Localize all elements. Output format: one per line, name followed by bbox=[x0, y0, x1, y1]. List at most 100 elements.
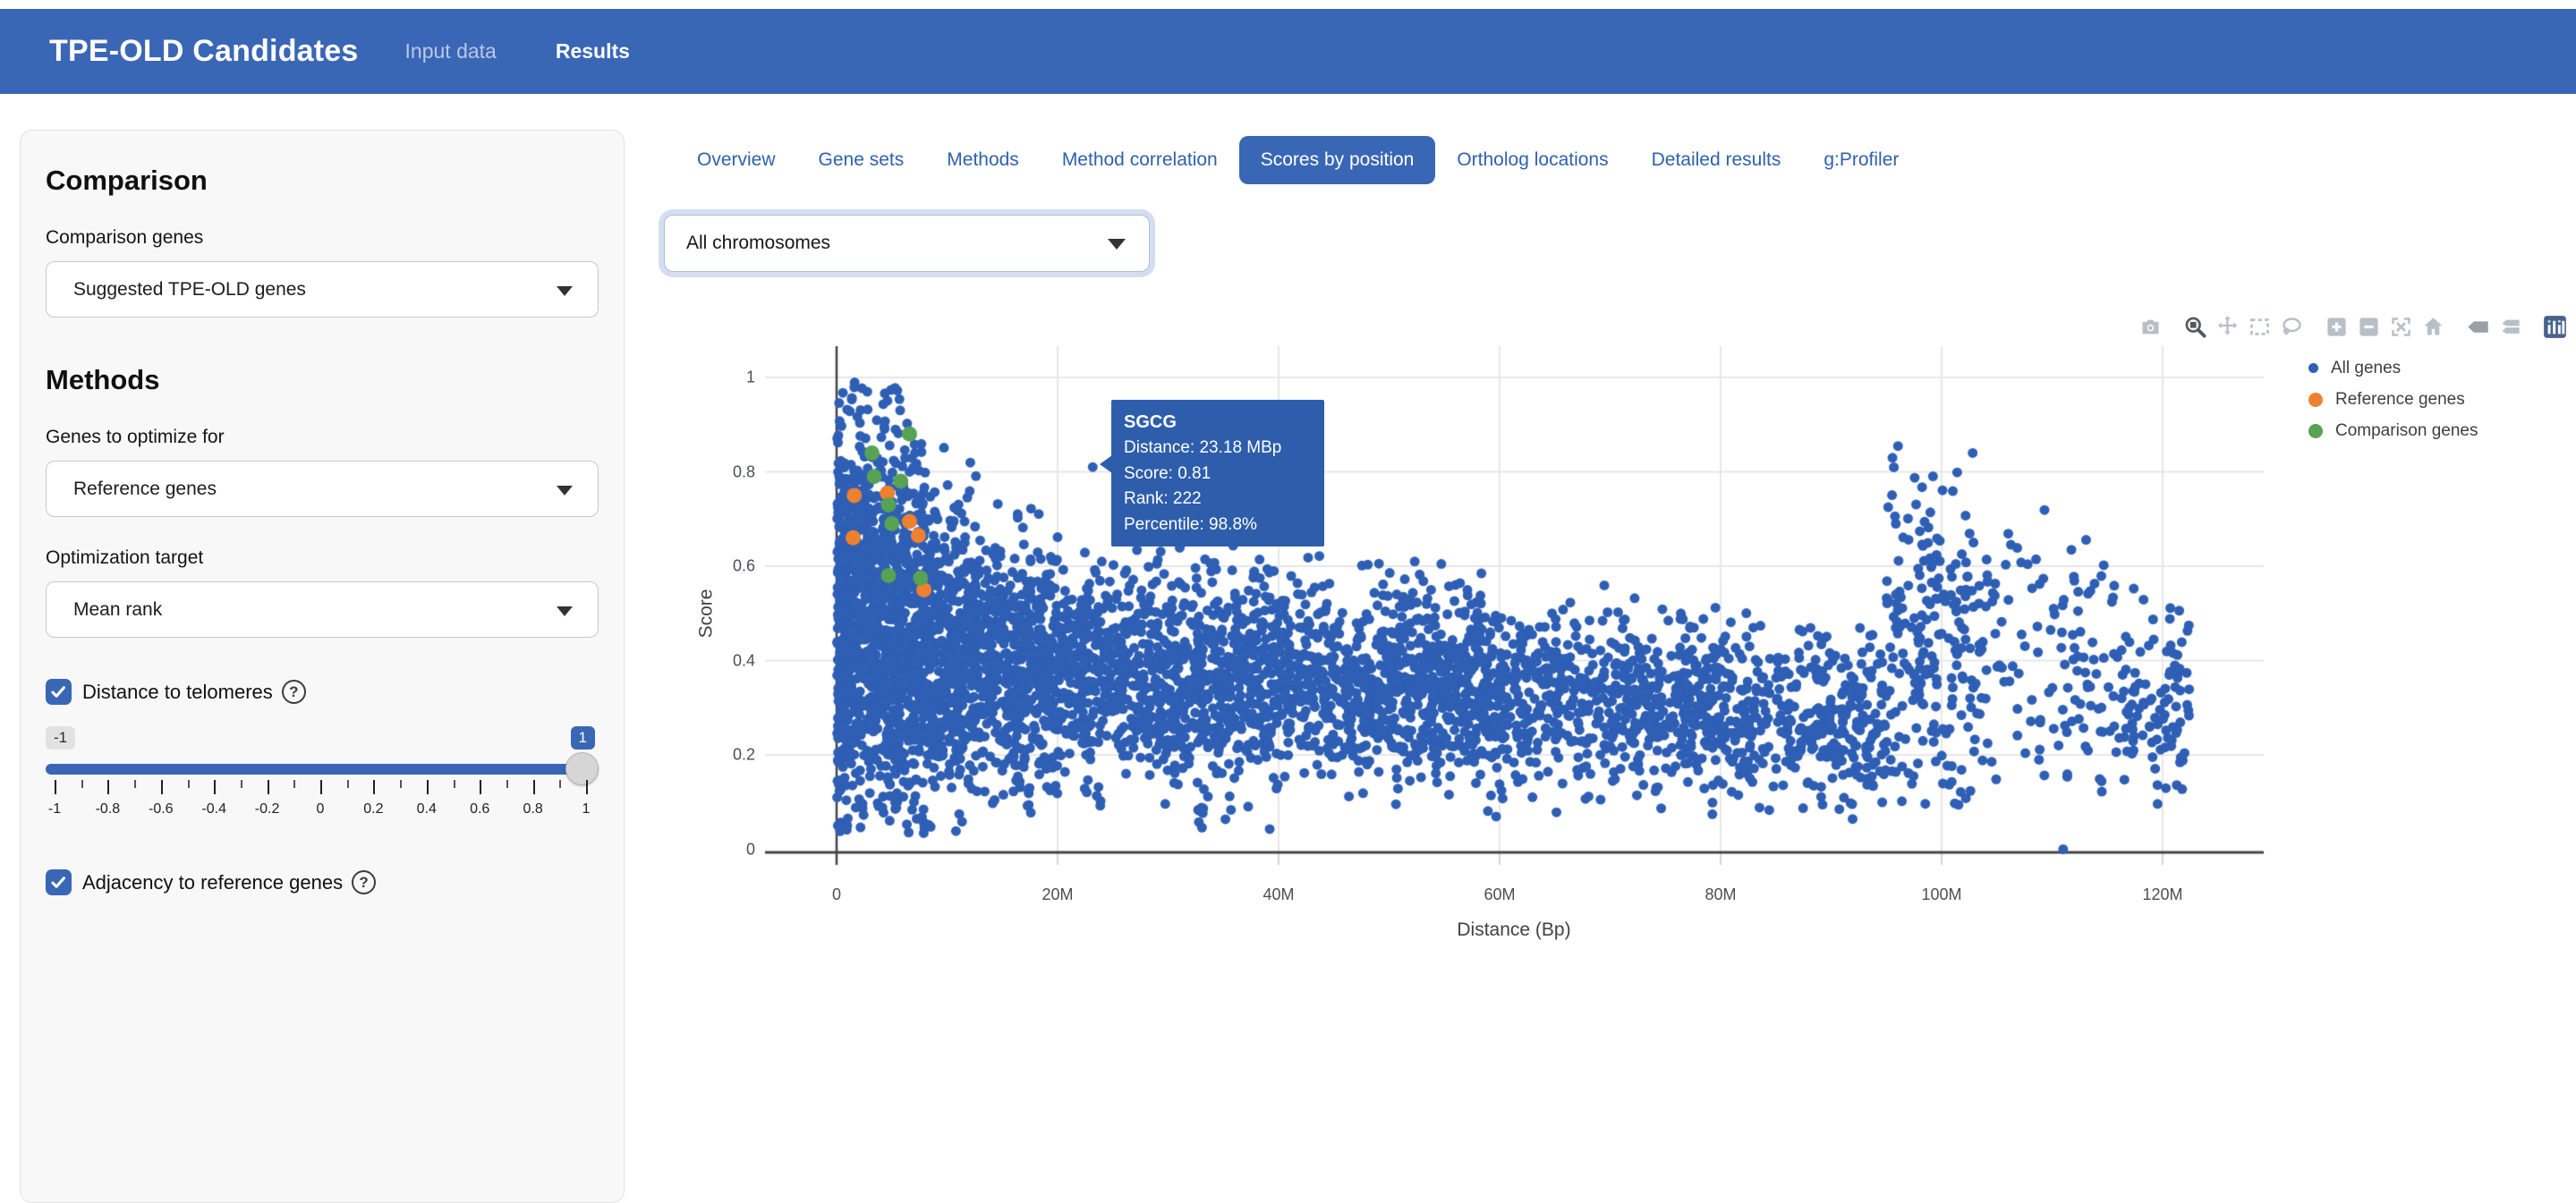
slider-handle[interactable] bbox=[565, 752, 599, 785]
legend-item-comparison-genes[interactable]: Comparison genes bbox=[2308, 415, 2478, 446]
y-tick-label: 1 bbox=[745, 368, 755, 386]
nav-item-input-data[interactable]: Input data bbox=[404, 39, 497, 63]
tab-gene-sets[interactable]: Gene sets bbox=[818, 149, 905, 170]
zoom-out-icon[interactable] bbox=[2357, 315, 2381, 339]
telomere-weight-slider: -1 1 -1 -0.8 -0.6 -0.4 -0.2 0 0.2 0.4 0.6 0.8 1 bbox=[46, 726, 599, 834]
slider-tick-label: -1 bbox=[47, 801, 62, 817]
sidebar-panel: Comparison Comparison genes Suggested TP… bbox=[20, 130, 625, 1203]
tooltip-percentile: Percentile: 98.8% bbox=[1124, 514, 1257, 534]
legend-label: All genes bbox=[2331, 358, 2402, 377]
tooltip-rank: Rank: 222 bbox=[1124, 489, 1202, 508]
slider-tick-label: 0.6 bbox=[470, 801, 490, 817]
slider-min-badge: -1 bbox=[46, 726, 76, 750]
slider-tick bbox=[532, 780, 535, 794]
target-label: Optimization target bbox=[46, 547, 204, 568]
x-tick-label: 80M bbox=[1705, 885, 1737, 903]
distance-to-telomeres-checkbox[interactable] bbox=[46, 679, 72, 705]
slider-tick-label: -0.6 bbox=[149, 801, 174, 817]
box-select-icon[interactable] bbox=[2248, 315, 2272, 339]
results-tabs: Overview Gene sets Methods Method correlati… bbox=[676, 132, 1920, 188]
legend-marker-icon bbox=[2308, 363, 2318, 373]
y-tick-label: 0 bbox=[745, 840, 755, 858]
slider-tick-label: 0.2 bbox=[363, 801, 384, 817]
genes-to-optimize-select-value: Reference genes bbox=[73, 478, 217, 499]
tab-detailed-results[interactable]: Detailed results bbox=[1651, 149, 1781, 170]
y-axis-title: Score bbox=[695, 589, 717, 639]
nav-item-results[interactable]: Results bbox=[555, 39, 630, 63]
slider-tick bbox=[586, 780, 588, 794]
slider-tick bbox=[240, 780, 242, 788]
lasso-icon[interactable] bbox=[2280, 315, 2304, 339]
legend-item-all-genes[interactable]: All genes bbox=[2308, 352, 2478, 384]
slider-ticks bbox=[55, 780, 588, 796]
x-tick-label: 120M bbox=[2142, 885, 2183, 903]
slider-value-badge: 1 bbox=[570, 726, 595, 750]
chevron-down-icon bbox=[557, 606, 573, 616]
comparison-genes-label: Comparison genes bbox=[46, 227, 204, 248]
hover-tooltip: SGCG Distance: 23.18 MBp Score: 0.81 Ran… bbox=[1100, 400, 1324, 546]
slider-tick bbox=[187, 780, 190, 788]
reset-axes-icon[interactable] bbox=[2421, 315, 2445, 339]
comparison-genes-select-value: Suggested TPE-OLD genes bbox=[73, 278, 306, 300]
hover-compare-icon[interactable] bbox=[2498, 315, 2522, 339]
tab-methods[interactable]: Methods bbox=[947, 149, 1019, 170]
tab-overview[interactable]: Overview bbox=[697, 149, 776, 170]
y-tick-label: 0.8 bbox=[732, 462, 755, 480]
chevron-down-icon bbox=[557, 485, 573, 496]
zoom-in-icon[interactable] bbox=[2325, 315, 2349, 339]
slider-tick-label: 0.8 bbox=[523, 801, 543, 817]
slider-tick bbox=[134, 780, 137, 788]
autoscale-icon[interactable] bbox=[2389, 315, 2413, 339]
app-brand[interactable]: TPE-OLD Candidates bbox=[49, 34, 359, 68]
zoom-icon[interactable] bbox=[2183, 315, 2207, 339]
x-tick-label: 60M bbox=[1484, 885, 1516, 903]
slider-track[interactable] bbox=[46, 764, 599, 775]
legend-item-reference-genes[interactable]: Reference genes bbox=[2308, 384, 2478, 415]
navbar-links: Input data Results bbox=[405, 39, 630, 64]
slider-tick bbox=[267, 780, 269, 794]
pan-icon[interactable] bbox=[2215, 315, 2240, 339]
tab-method-correlation[interactable]: Method correlation bbox=[1061, 149, 1218, 170]
y-tick-label: 0.4 bbox=[732, 651, 755, 669]
slider-tick-label: 1 bbox=[582, 801, 591, 817]
comparison-genes-select[interactable]: Suggested TPE-OLD genes bbox=[46, 261, 599, 318]
chromosome-select[interactable]: All chromosomes bbox=[664, 215, 1150, 272]
slider-tick bbox=[559, 780, 562, 788]
x-tick-label: 40M bbox=[1262, 885, 1295, 903]
check-icon bbox=[51, 686, 65, 698]
adjacency-label: Adjacency to reference genes bbox=[82, 870, 344, 894]
help-icon[interactable]: ? bbox=[281, 680, 306, 704]
tooltip-arrow bbox=[1100, 455, 1112, 473]
slider-tick bbox=[107, 780, 110, 794]
tab-g-profiler[interactable]: g:Profiler bbox=[1824, 149, 1900, 170]
legend-marker-icon bbox=[2308, 392, 2323, 407]
tab-ortholog-locations[interactable]: Ortholog locations bbox=[1457, 149, 1609, 170]
optimization-target-select-value: Mean rank bbox=[73, 598, 163, 620]
camera-icon[interactable] bbox=[2138, 315, 2163, 339]
check-icon bbox=[51, 877, 65, 888]
plotly-logo-icon[interactable] bbox=[2543, 315, 2567, 339]
slider-tick bbox=[506, 780, 508, 788]
adjacency-row: Adjacency to reference genes ? bbox=[46, 869, 599, 895]
slider-tick-label: -0.2 bbox=[254, 801, 280, 817]
distance-to-telomeres-label: Distance to telomeres bbox=[82, 680, 273, 703]
slider-tick bbox=[400, 780, 403, 788]
genes-to-optimize-select[interactable]: Reference genes bbox=[46, 461, 599, 517]
legend-label: Reference genes bbox=[2335, 389, 2465, 409]
slider-tick bbox=[160, 780, 163, 794]
tab-scores-by-position[interactable]: Scores by position bbox=[1238, 136, 1436, 184]
slider-tick bbox=[346, 780, 349, 788]
scatter-plot-canvas[interactable] bbox=[680, 295, 2300, 921]
slider-tick-label: 0.4 bbox=[416, 801, 437, 817]
x-tick-label: 0 bbox=[831, 885, 842, 903]
help-icon[interactable]: ? bbox=[352, 870, 377, 894]
chevron-down-icon bbox=[1108, 239, 1126, 250]
optimization-target-select[interactable]: Mean rank bbox=[46, 581, 599, 638]
hover-closest-icon[interactable] bbox=[2466, 315, 2490, 339]
y-tick-label: 0.2 bbox=[732, 745, 755, 764]
sidebar-heading-comparison: Comparison bbox=[46, 165, 208, 196]
slider-tick bbox=[81, 780, 83, 788]
slider-tick-label: -0.8 bbox=[95, 801, 121, 817]
scores-by-position-plot: 0 20M 40M 60M 80M 100M 120M 0 0.2 0.4 0.6 0.8 1 Dist… bbox=[680, 295, 2576, 975]
adjacency-checkbox[interactable] bbox=[46, 869, 72, 895]
